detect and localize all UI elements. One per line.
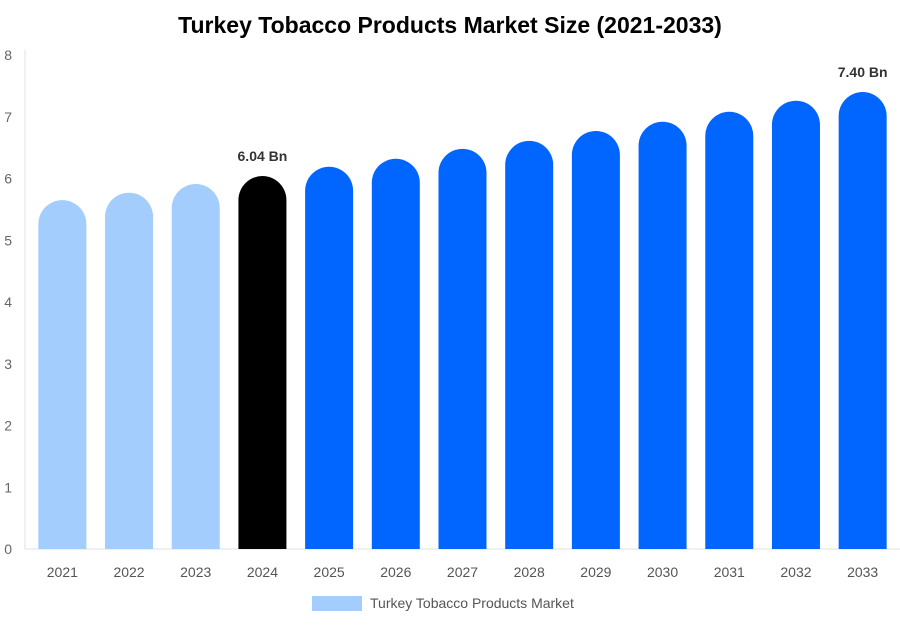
bar-2021 <box>38 200 87 549</box>
x-tick-label: 2022 <box>113 564 144 580</box>
bar-2030 <box>638 121 687 549</box>
y-tick-label: 7 <box>4 109 12 125</box>
x-tick-label: 2021 <box>47 564 78 580</box>
bar-2029 <box>571 130 620 549</box>
y-tick-label: 1 <box>4 479 12 495</box>
bar-2028 <box>505 140 554 549</box>
x-tick-label: 2029 <box>580 564 611 580</box>
y-tick-label: 3 <box>4 356 12 372</box>
legend[interactable]: Turkey Tobacco Products Market <box>312 595 574 611</box>
x-tick-label: 2027 <box>447 564 478 580</box>
bar-2023 <box>171 184 220 549</box>
bar-2024 <box>238 176 287 549</box>
y-tick-label: 6 <box>4 171 12 187</box>
y-tick-label: 0 <box>4 541 12 557</box>
x-tick-label: 2033 <box>847 564 878 580</box>
bar-2026 <box>371 158 420 549</box>
x-tick-label: 2026 <box>380 564 411 580</box>
x-tick-label: 2030 <box>647 564 678 580</box>
x-tick-label: 2032 <box>780 564 811 580</box>
bar-2031 <box>705 111 754 549</box>
data-label: 6.04 Bn <box>238 148 288 164</box>
data-label: 7.40 Bn <box>838 64 888 80</box>
x-tick-label: 2028 <box>514 564 545 580</box>
y-tick-label: 8 <box>4 47 12 63</box>
y-tick-label: 2 <box>4 418 12 434</box>
bar-2025 <box>305 166 354 549</box>
bar-2032 <box>771 100 820 549</box>
x-tick-label: 2024 <box>247 564 278 580</box>
x-tick-label: 2023 <box>180 564 211 580</box>
y-tick-label: 4 <box>4 294 12 310</box>
y-tick-label: 5 <box>4 232 12 248</box>
x-tick-label: 2025 <box>314 564 345 580</box>
bar-2022 <box>105 192 154 549</box>
chart-title: Turkey Tobacco Products Market Size (202… <box>178 12 722 38</box>
legend-swatch <box>312 595 362 611</box>
x-tick-label: 2031 <box>714 564 745 580</box>
bar-2027 <box>438 148 487 549</box>
legend-label: Turkey Tobacco Products Market <box>370 595 574 611</box>
bar-2033 <box>838 92 887 550</box>
